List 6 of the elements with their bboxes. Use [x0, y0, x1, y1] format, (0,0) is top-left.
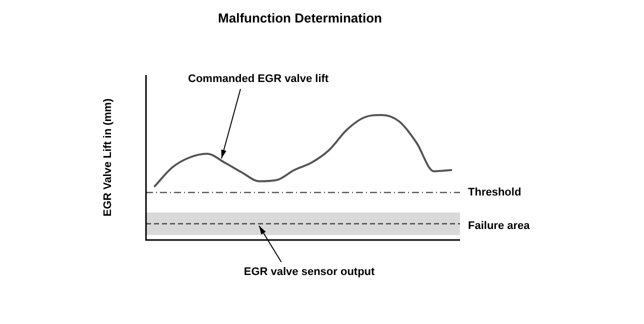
band-label: Failure area [468, 220, 531, 232]
text: Commanded EGR valve lift [188, 73, 329, 86]
ref-line-label: EGR valve sensor output [244, 266, 376, 278]
ref-line-label: Threshold [468, 186, 522, 199]
y-axis-title: EGR Valve Lift in (mm) [102, 98, 114, 216]
chart-title: Malfunction Determination [218, 10, 382, 26]
